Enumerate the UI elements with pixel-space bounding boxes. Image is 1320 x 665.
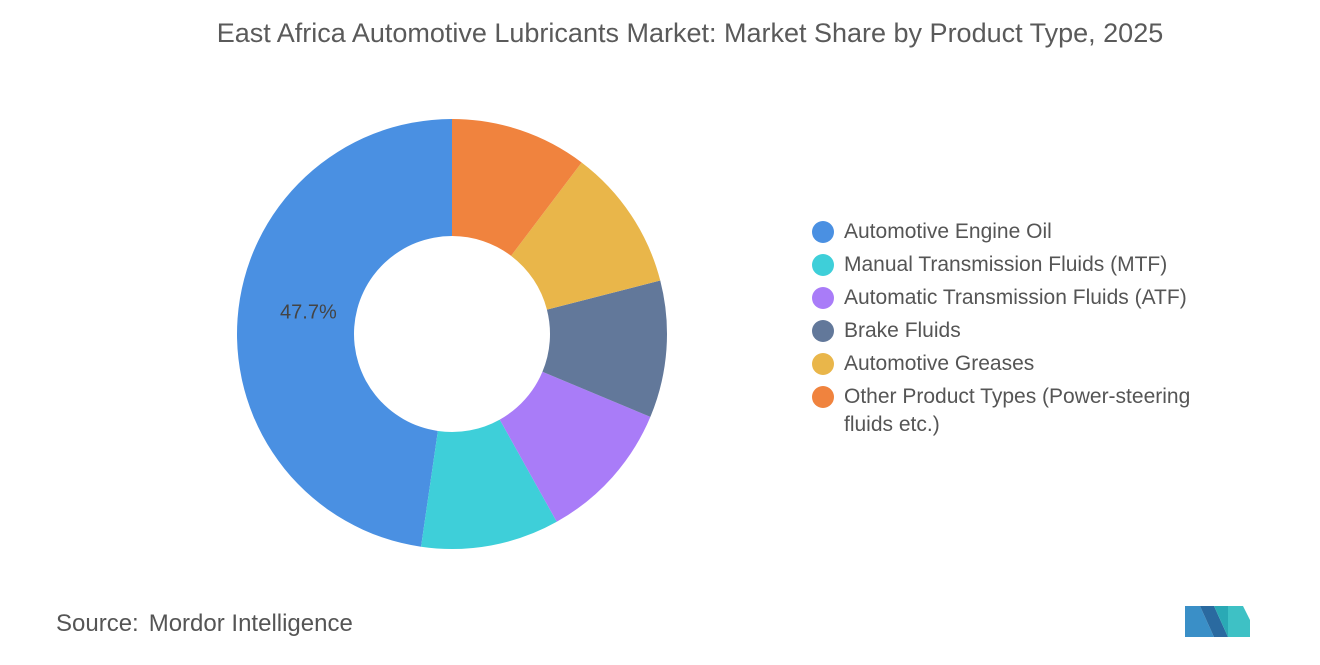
legend: Automotive Engine Oil Manual Transmission… — [812, 218, 1232, 444]
legend-label: Automatic Transmission Fluids (ATF) — [844, 286, 1187, 309]
legend-item: Automatic Transmission Fluids (ATF) — [812, 284, 1232, 312]
legend-label: Automotive Greases — [844, 352, 1035, 375]
donut-segment — [452, 119, 582, 256]
legend-swatch — [812, 320, 834, 342]
donut-segment — [499, 371, 651, 522]
source: Source: Mordor Intelligence — [56, 610, 363, 638]
legend-item: Brake Fluids — [812, 317, 1232, 345]
data-label: 47.7% — [280, 301, 337, 323]
legend-swatch — [812, 386, 834, 408]
donut-segment — [542, 280, 667, 417]
legend-item: Manual Transmission Fluids (MTF) — [812, 251, 1232, 279]
legend-label: Other Product Types (Power-steering flui… — [844, 385, 1191, 436]
legend-label: Manual Transmission Fluids (MTF) — [844, 253, 1168, 276]
chart-title: East Africa Automotive Lubricants Market… — [216, 18, 1164, 48]
legend-swatch — [812, 353, 834, 375]
logo — [1185, 606, 1250, 637]
source-text: Mordor Intelligence — [148, 610, 353, 637]
legend-swatch — [812, 221, 834, 243]
legend-label: Automotive Engine Oil — [844, 220, 1052, 243]
donut-segment — [237, 119, 452, 547]
donut-segment — [511, 162, 661, 310]
legend-swatch — [812, 254, 834, 276]
legend-item: Automotive Greases — [812, 350, 1232, 378]
legend-item: Other Product Types (Power-steering flui… — [812, 383, 1232, 439]
source-label: Source: — [56, 610, 139, 637]
legend-label: Brake Fluids — [844, 319, 961, 342]
legend-swatch — [812, 287, 834, 309]
legend-item: Automotive Engine Oil — [812, 218, 1232, 246]
donut-segment — [421, 419, 557, 549]
